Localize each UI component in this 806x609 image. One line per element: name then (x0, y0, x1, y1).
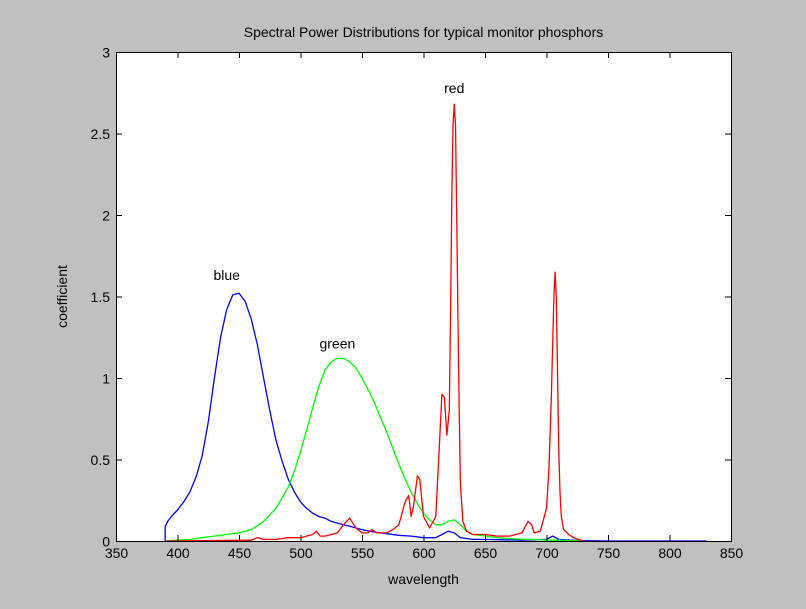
x-tick-label: 850 (720, 545, 744, 561)
x-tick-label: 800 (658, 545, 682, 561)
series-line-blue (164, 292, 707, 542)
series-line-green (165, 357, 584, 542)
x-axis-label: wavelength (387, 571, 459, 587)
x-tick-label: 600 (412, 545, 436, 561)
x-axis: 350 400 450 500 550 600 650 700 750 800 850 (105, 52, 744, 561)
y-axis: 0 0.5 1 1.5 2 2.5 3 (91, 45, 731, 550)
series-line-red (165, 103, 584, 542)
y-tick-label: 2 (102, 208, 110, 224)
x-tick-label: 700 (535, 545, 559, 561)
annotation-green: green (319, 336, 355, 352)
chart-title: Spectral Power Distributions for typical… (244, 24, 604, 40)
x-tick-label: 500 (289, 545, 313, 561)
y-tick-label: 2.5 (91, 126, 111, 142)
y-tick-label: 0 (102, 534, 110, 550)
x-tick-label: 650 (474, 545, 498, 561)
y-tick-label: 3 (102, 45, 110, 61)
annotation-blue: blue (213, 267, 240, 283)
y-tick-label: 0.5 (91, 452, 111, 468)
x-tick-label: 450 (228, 545, 252, 561)
x-tick-label: 550 (351, 545, 375, 561)
annotations: blue green red (213, 80, 464, 352)
series-lines (164, 103, 707, 542)
y-axis-label: coefficient (54, 265, 70, 328)
y-tick-label: 1.5 (91, 289, 111, 305)
annotation-red: red (444, 80, 464, 96)
x-tick-label: 350 (105, 545, 129, 561)
axes-area (116, 52, 731, 541)
x-tick-label: 400 (166, 545, 190, 561)
y-tick-label: 1 (102, 371, 110, 387)
x-tick-label: 750 (597, 545, 621, 561)
